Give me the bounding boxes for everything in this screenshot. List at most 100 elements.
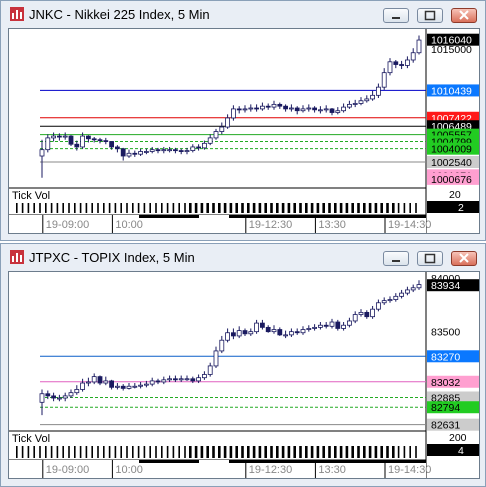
volume-bar	[345, 203, 348, 213]
volume-bar	[137, 203, 140, 213]
volume-bar	[323, 446, 325, 458]
candle-body	[51, 135, 56, 139]
chart-window-nikkei: JNKC - Nikkei 225 Index, 5 Min 1015000 10…	[0, 0, 486, 241]
candle-body	[404, 59, 410, 66]
volume-bar	[235, 446, 237, 458]
candle-body	[225, 117, 231, 128]
candle-body	[167, 149, 173, 152]
volume-bar	[310, 446, 313, 458]
volume-bar	[264, 446, 266, 458]
volume-bar	[329, 446, 331, 458]
volume-bar	[271, 203, 273, 213]
price-axis-label: 83500	[431, 327, 460, 339]
volume-bar	[358, 446, 360, 458]
minimize-button[interactable]	[383, 251, 409, 266]
volume-bar	[363, 446, 365, 458]
candle-body	[248, 107, 254, 110]
candle-body	[213, 350, 219, 367]
close-button[interactable]	[451, 251, 477, 266]
candle-body	[201, 142, 207, 149]
volume-bar	[189, 446, 191, 458]
price-chart-svg[interactable]: 1015000101604010104391007422100648910055…	[9, 29, 480, 234]
volume-bar	[91, 446, 93, 458]
volume-bar	[381, 203, 383, 213]
candle-body	[190, 146, 196, 151]
volume-bar	[335, 446, 337, 458]
volume-bar	[206, 446, 208, 458]
volume-bar	[253, 446, 256, 458]
volume-bar	[328, 446, 330, 458]
volume-bar	[357, 446, 359, 458]
candle-body	[103, 140, 109, 143]
price-chart-svg[interactable]: 8400083500839348327083032828858279482631…	[9, 272, 480, 479]
candle-body	[387, 299, 393, 302]
volume-bar	[230, 203, 233, 213]
window-titlebar[interactable]: JTPXC - TOPIX Index, 5 Min	[1, 244, 485, 271]
candle-body	[259, 322, 265, 328]
candle-body	[167, 378, 173, 381]
minimize-button[interactable]	[383, 8, 409, 23]
volume-bar	[369, 446, 372, 458]
chart-app-icon	[10, 250, 24, 264]
chart-area[interactable]: 84000 83500 83934 83270 83032 82885 82794 82631…	[8, 271, 480, 479]
candle-body	[115, 146, 120, 150]
candle-body	[51, 395, 56, 399]
candle-body	[155, 380, 161, 383]
candle-body	[161, 379, 167, 383]
volume-bar	[387, 203, 389, 213]
candle-body	[381, 72, 387, 88]
volume-bar	[287, 446, 290, 458]
candle-body	[410, 52, 416, 61]
volume-bar	[45, 446, 47, 458]
candle-body	[242, 108, 248, 111]
volume-label: Tick Vol	[12, 190, 50, 202]
minimize-icon	[392, 260, 400, 262]
volume-bar	[317, 446, 320, 458]
volume-bar	[189, 203, 191, 213]
volume-bar	[241, 446, 243, 458]
chart-area[interactable]: 1015000101604010104391007422100648910055…	[8, 28, 480, 234]
volume-bar	[346, 446, 349, 458]
candle-body	[335, 321, 341, 329]
time-axis-label: 19-12:30	[249, 464, 292, 476]
candle-body	[323, 324, 329, 327]
volume-bar	[143, 203, 146, 213]
window-titlebar[interactable]: JNKC - Nikkei 225 Index, 5 Min	[1, 1, 485, 28]
candle-body	[364, 311, 370, 318]
price-tag	[427, 375, 479, 388]
volume-bar	[375, 203, 378, 213]
session-marker	[229, 460, 426, 463]
volume-bar	[229, 446, 232, 458]
restore-icon	[424, 253, 436, 264]
volume-bar	[207, 203, 209, 213]
volume-bar	[293, 203, 295, 213]
volume-value-label: 4	[458, 445, 464, 457]
restore-button[interactable]	[417, 8, 443, 23]
volume-bar	[363, 203, 365, 213]
volume-bar	[108, 446, 111, 458]
time-axis-label: 19-14:30	[388, 219, 431, 231]
volume-bar	[259, 446, 262, 458]
candle-body	[346, 103, 352, 108]
price-tag	[427, 120, 479, 133]
candle-body	[341, 106, 347, 112]
candle-body	[277, 329, 283, 336]
candle-body	[404, 289, 410, 294]
price-tag	[427, 418, 479, 431]
restore-button[interactable]	[417, 251, 443, 266]
candle-body	[207, 365, 213, 375]
candle-body	[294, 331, 300, 334]
candle-body	[410, 287, 416, 291]
volume-bar	[375, 446, 378, 458]
candle-body	[283, 105, 289, 110]
volume-bar	[207, 446, 209, 458]
time-axis-band	[9, 460, 426, 478]
volume-bar	[294, 203, 296, 213]
volume-bar	[224, 203, 227, 213]
close-button[interactable]	[451, 8, 477, 23]
volume-bar	[415, 446, 417, 458]
candle-body	[277, 103, 283, 107]
volume-bar	[374, 203, 377, 213]
volume-bar	[317, 203, 320, 213]
close-icon	[459, 10, 469, 20]
